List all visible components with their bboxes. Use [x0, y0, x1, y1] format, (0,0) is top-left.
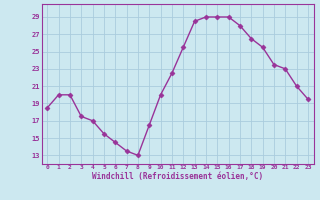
- X-axis label: Windchill (Refroidissement éolien,°C): Windchill (Refroidissement éolien,°C): [92, 172, 263, 181]
